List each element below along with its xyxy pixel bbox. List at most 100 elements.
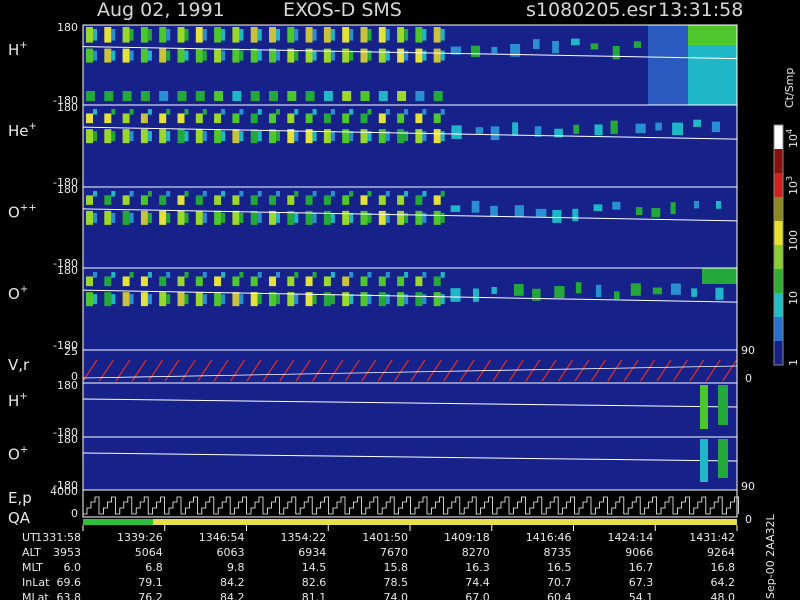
cell: 3953 bbox=[53, 546, 81, 559]
spectrogram-cell bbox=[257, 212, 262, 223]
spectrogram-cell bbox=[433, 113, 441, 124]
spectrogram-cell bbox=[367, 191, 372, 197]
spectrogram-cell bbox=[330, 272, 335, 278]
spectrogram-cell bbox=[367, 272, 372, 278]
spectrogram-cell bbox=[195, 129, 203, 144]
spectrogram-cell bbox=[718, 439, 728, 478]
panel-label: H+ bbox=[8, 391, 28, 410]
spectrogram-cell bbox=[532, 39, 540, 50]
spectrogram-cell bbox=[534, 126, 542, 137]
label-base: O bbox=[8, 446, 20, 464]
spectrogram-cell bbox=[111, 29, 116, 41]
spectrogram-cell bbox=[129, 29, 134, 41]
spectrogram-cell bbox=[397, 210, 405, 225]
spectrogram-cell bbox=[122, 91, 132, 101]
label-sup: + bbox=[19, 391, 27, 402]
spectrogram-cell bbox=[433, 292, 441, 307]
label-base: 10 bbox=[787, 181, 800, 195]
spectrogram-cell bbox=[349, 212, 354, 223]
spectrogram-cell bbox=[422, 131, 427, 142]
spectrogram-cell bbox=[305, 210, 313, 225]
axis-bottom: -180 bbox=[53, 339, 78, 352]
spectrogram-cell bbox=[166, 191, 171, 197]
cell: 6.0 bbox=[64, 561, 82, 574]
spectrogram-cell bbox=[250, 91, 260, 101]
spectrogram-cell bbox=[195, 292, 203, 307]
spectrogram-cell bbox=[342, 276, 350, 287]
spectrogram-cell bbox=[221, 272, 226, 278]
spectrogram-cell bbox=[440, 294, 445, 305]
spectrogram-cell bbox=[129, 50, 134, 61]
spectrogram-cell bbox=[104, 113, 112, 124]
trace-line bbox=[82, 126, 738, 140]
spectrogram-cell bbox=[312, 212, 317, 223]
spectrogram-cell bbox=[287, 27, 295, 43]
spectrogram-cell bbox=[693, 119, 702, 127]
qa-bar-good bbox=[83, 519, 153, 525]
spectrogram-cell bbox=[140, 195, 148, 205]
spectrogram-cell bbox=[342, 129, 350, 144]
spectrogram-cell bbox=[349, 131, 354, 142]
spectrogram-cell bbox=[378, 113, 386, 124]
spectrogram-cell bbox=[250, 129, 258, 144]
spectrogram-cell bbox=[294, 29, 299, 41]
spectrogram-cell bbox=[177, 292, 185, 307]
spectrogram-cell bbox=[122, 27, 130, 43]
spectrogram-cell bbox=[257, 29, 262, 41]
spectrogram-cell bbox=[349, 191, 354, 197]
spectrogram-cell bbox=[342, 27, 350, 43]
spectrogram-cell bbox=[367, 294, 372, 305]
spectrogram-cell bbox=[688, 25, 737, 45]
spectrogram-cell bbox=[93, 29, 97, 41]
spectrogram-cell bbox=[257, 131, 262, 142]
spectrogram-cell bbox=[140, 129, 148, 144]
spectrogram-cell bbox=[512, 122, 519, 136]
spectrogram-cell bbox=[184, 109, 189, 115]
cell: 1346:54 bbox=[199, 531, 245, 544]
vr-bg bbox=[83, 350, 737, 383]
spectrogram-cell bbox=[287, 48, 295, 63]
spectrogram-cell bbox=[652, 287, 662, 295]
spectrogram-cell bbox=[312, 272, 317, 278]
cell: 70.7 bbox=[547, 576, 572, 589]
spectrogram-cell bbox=[323, 210, 331, 225]
spectrogram-cell bbox=[323, 48, 331, 63]
spectrogram-cell bbox=[404, 131, 409, 142]
spectrogram-cell bbox=[221, 131, 226, 142]
spectrogram-cell bbox=[195, 27, 203, 43]
spectrogram-cell bbox=[214, 195, 222, 205]
spectrogram-cell bbox=[93, 294, 97, 305]
spectrogram-cell bbox=[367, 29, 372, 41]
spectrogram-cell bbox=[415, 276, 423, 287]
label-exp: 3 bbox=[785, 176, 794, 181]
spectrogram-cell bbox=[433, 129, 441, 144]
spectrogram-cell bbox=[305, 195, 313, 205]
row-label: InLat bbox=[22, 576, 50, 589]
label-sup: ++ bbox=[20, 203, 37, 214]
label-sup: + bbox=[19, 40, 27, 51]
spectrogram-cell bbox=[214, 48, 222, 63]
panel-frame bbox=[82, 489, 738, 518]
label-exp: 4 bbox=[785, 129, 794, 134]
spectrogram-cell bbox=[276, 109, 280, 115]
spectrogram-cell bbox=[342, 113, 350, 124]
colorbar-segment bbox=[774, 197, 783, 221]
spectrogram-cell bbox=[294, 191, 299, 197]
spectrogram-cell bbox=[360, 129, 368, 144]
spectrogram-cell bbox=[166, 272, 171, 278]
spectrogram-cell bbox=[360, 195, 368, 205]
spectrogram-cell bbox=[276, 131, 280, 142]
spectrogram-cell bbox=[450, 205, 461, 212]
spectrogram-cell bbox=[147, 212, 152, 223]
spectrogram-cell bbox=[269, 195, 276, 205]
panel-label: O++ bbox=[8, 203, 37, 222]
spectrogram-cell bbox=[294, 109, 299, 115]
spectrogram-cell bbox=[404, 272, 409, 278]
spectrogram-cell bbox=[718, 385, 728, 425]
spectrogram-cell bbox=[214, 292, 222, 307]
colorbar-label: 100 bbox=[787, 230, 800, 251]
panel-label: He+ bbox=[8, 121, 37, 140]
spectrogram-cell bbox=[86, 27, 93, 43]
spectrogram-cell bbox=[693, 200, 700, 209]
